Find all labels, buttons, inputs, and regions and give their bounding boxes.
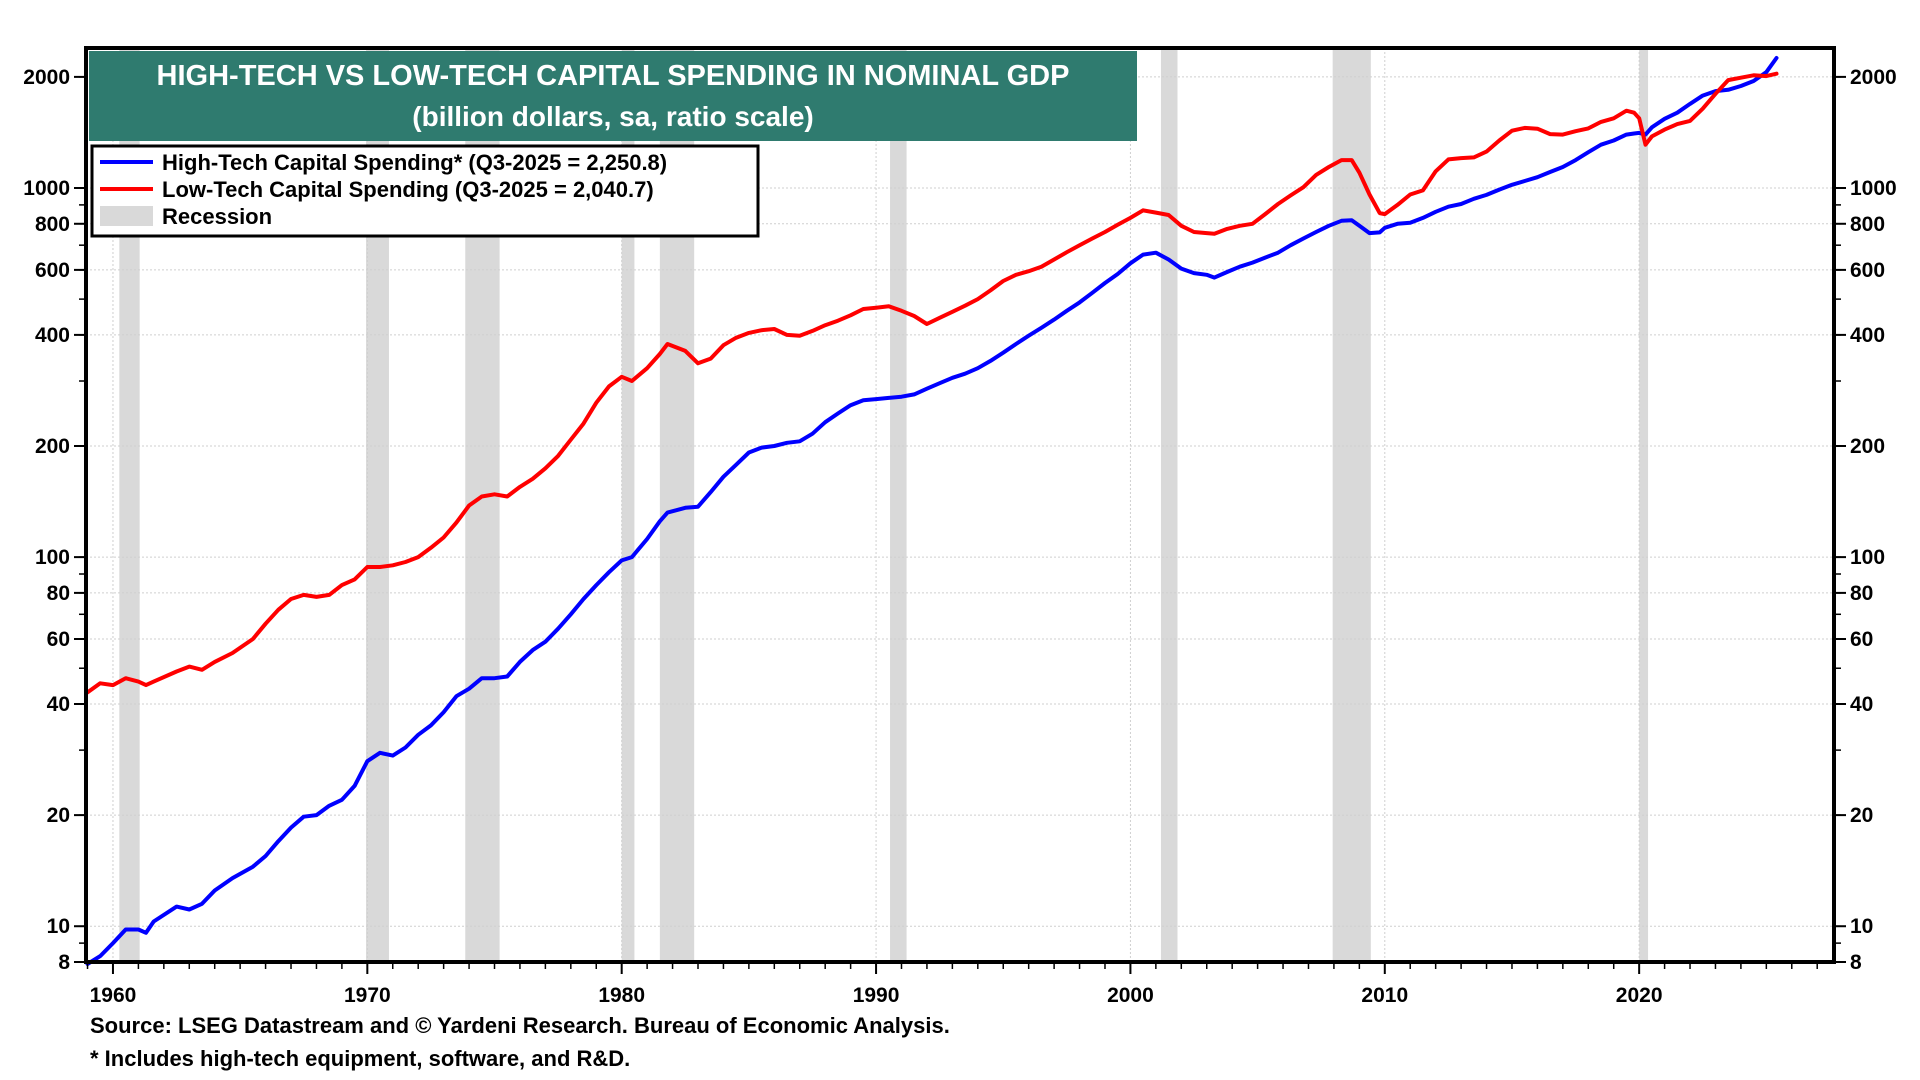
legend-box <box>90 144 760 238</box>
title-background <box>89 51 1137 141</box>
y-tick-label-right: 10 <box>1850 915 1873 938</box>
recession-band <box>1332 48 1371 962</box>
chart-title: HIGH-TECH VS LOW-TECH CAPITAL SPENDING I… <box>157 60 1070 92</box>
y-tick-label-right: 80 <box>1850 582 1873 605</box>
y-tick-label-right: 200 <box>1850 435 1885 458</box>
y-tick-label-left: 60 <box>47 628 70 651</box>
source-note: Source: LSEG Datastream and © Yardeni Re… <box>90 1013 950 1038</box>
x-tick-label: 2000 <box>1107 984 1154 1007</box>
y-tick-label-right: 800 <box>1850 213 1885 236</box>
y-tick-label-right: 1000 <box>1850 177 1897 200</box>
legend: High-Tech Capital Spending* (Q3-2025 = 2… <box>90 144 760 238</box>
y-tick-label-left: 40 <box>47 693 70 716</box>
recession-band <box>890 48 907 962</box>
plot-frame <box>84 46 1836 964</box>
y-tick-label-left: 2000 <box>23 66 70 89</box>
recession-band <box>366 48 389 962</box>
series-lines <box>85 56 1779 966</box>
legend-label-low-tech: Low-Tech Capital Spending (Q3-2025 = 2,0… <box>162 177 654 202</box>
y-tick-label-left: 10 <box>47 915 70 938</box>
chart-subtitle: (billion dollars, sa, ratio scale) <box>412 101 813 132</box>
y-tick-label-left: 20 <box>47 804 70 827</box>
legend-label-recession: Recession <box>162 204 272 229</box>
y-tick-label-left: 80 <box>47 582 70 605</box>
y-tick-label-left: 8 <box>58 951 70 974</box>
x-tick-label: 1990 <box>853 984 900 1007</box>
legend-label-high-tech: High-Tech Capital Spending* (Q3-2025 = 2… <box>162 150 667 175</box>
x-tick-label: 1970 <box>344 984 391 1007</box>
y-tick-label-right: 60 <box>1850 628 1873 651</box>
recession-band <box>1639 48 1649 962</box>
y-tick-label-left: 600 <box>35 259 70 282</box>
recession-band <box>119 48 140 962</box>
y-tick-label-right: 600 <box>1850 259 1885 282</box>
series-high-tech-line <box>85 56 1779 966</box>
recession-band <box>1160 48 1178 962</box>
y-tick-label-right: 100 <box>1850 546 1885 569</box>
y-tick-label-right: 8 <box>1850 951 1862 974</box>
y-tick-label-left: 1000 <box>23 177 70 200</box>
y-tick-label-left: 400 <box>35 324 70 347</box>
title-box: HIGH-TECH VS LOW-TECH CAPITAL SPENDING I… <box>89 51 1137 141</box>
x-tick-label: 1960 <box>90 984 137 1007</box>
x-tick-label: 2020 <box>1616 984 1663 1007</box>
gridlines <box>86 48 1834 963</box>
legend-swatch-recession <box>100 206 153 226</box>
recession-band <box>621 48 635 962</box>
y-tick-label-right: 2000 <box>1850 66 1897 89</box>
y-tick-label-right: 20 <box>1850 804 1873 827</box>
series-low-tech-line <box>85 71 1779 695</box>
y-tick-label-right: 400 <box>1850 324 1885 347</box>
y-tick-label-left: 800 <box>35 213 70 236</box>
x-tick-label: 1980 <box>598 984 645 1007</box>
y-tick-label-left: 100 <box>35 546 70 569</box>
y-tick-label-right: 40 <box>1850 693 1873 716</box>
y-tick-label-left: 200 <box>35 435 70 458</box>
x-tick-label: 2010 <box>1361 984 1408 1007</box>
footnote: * Includes high-tech equipment, software… <box>90 1046 631 1071</box>
